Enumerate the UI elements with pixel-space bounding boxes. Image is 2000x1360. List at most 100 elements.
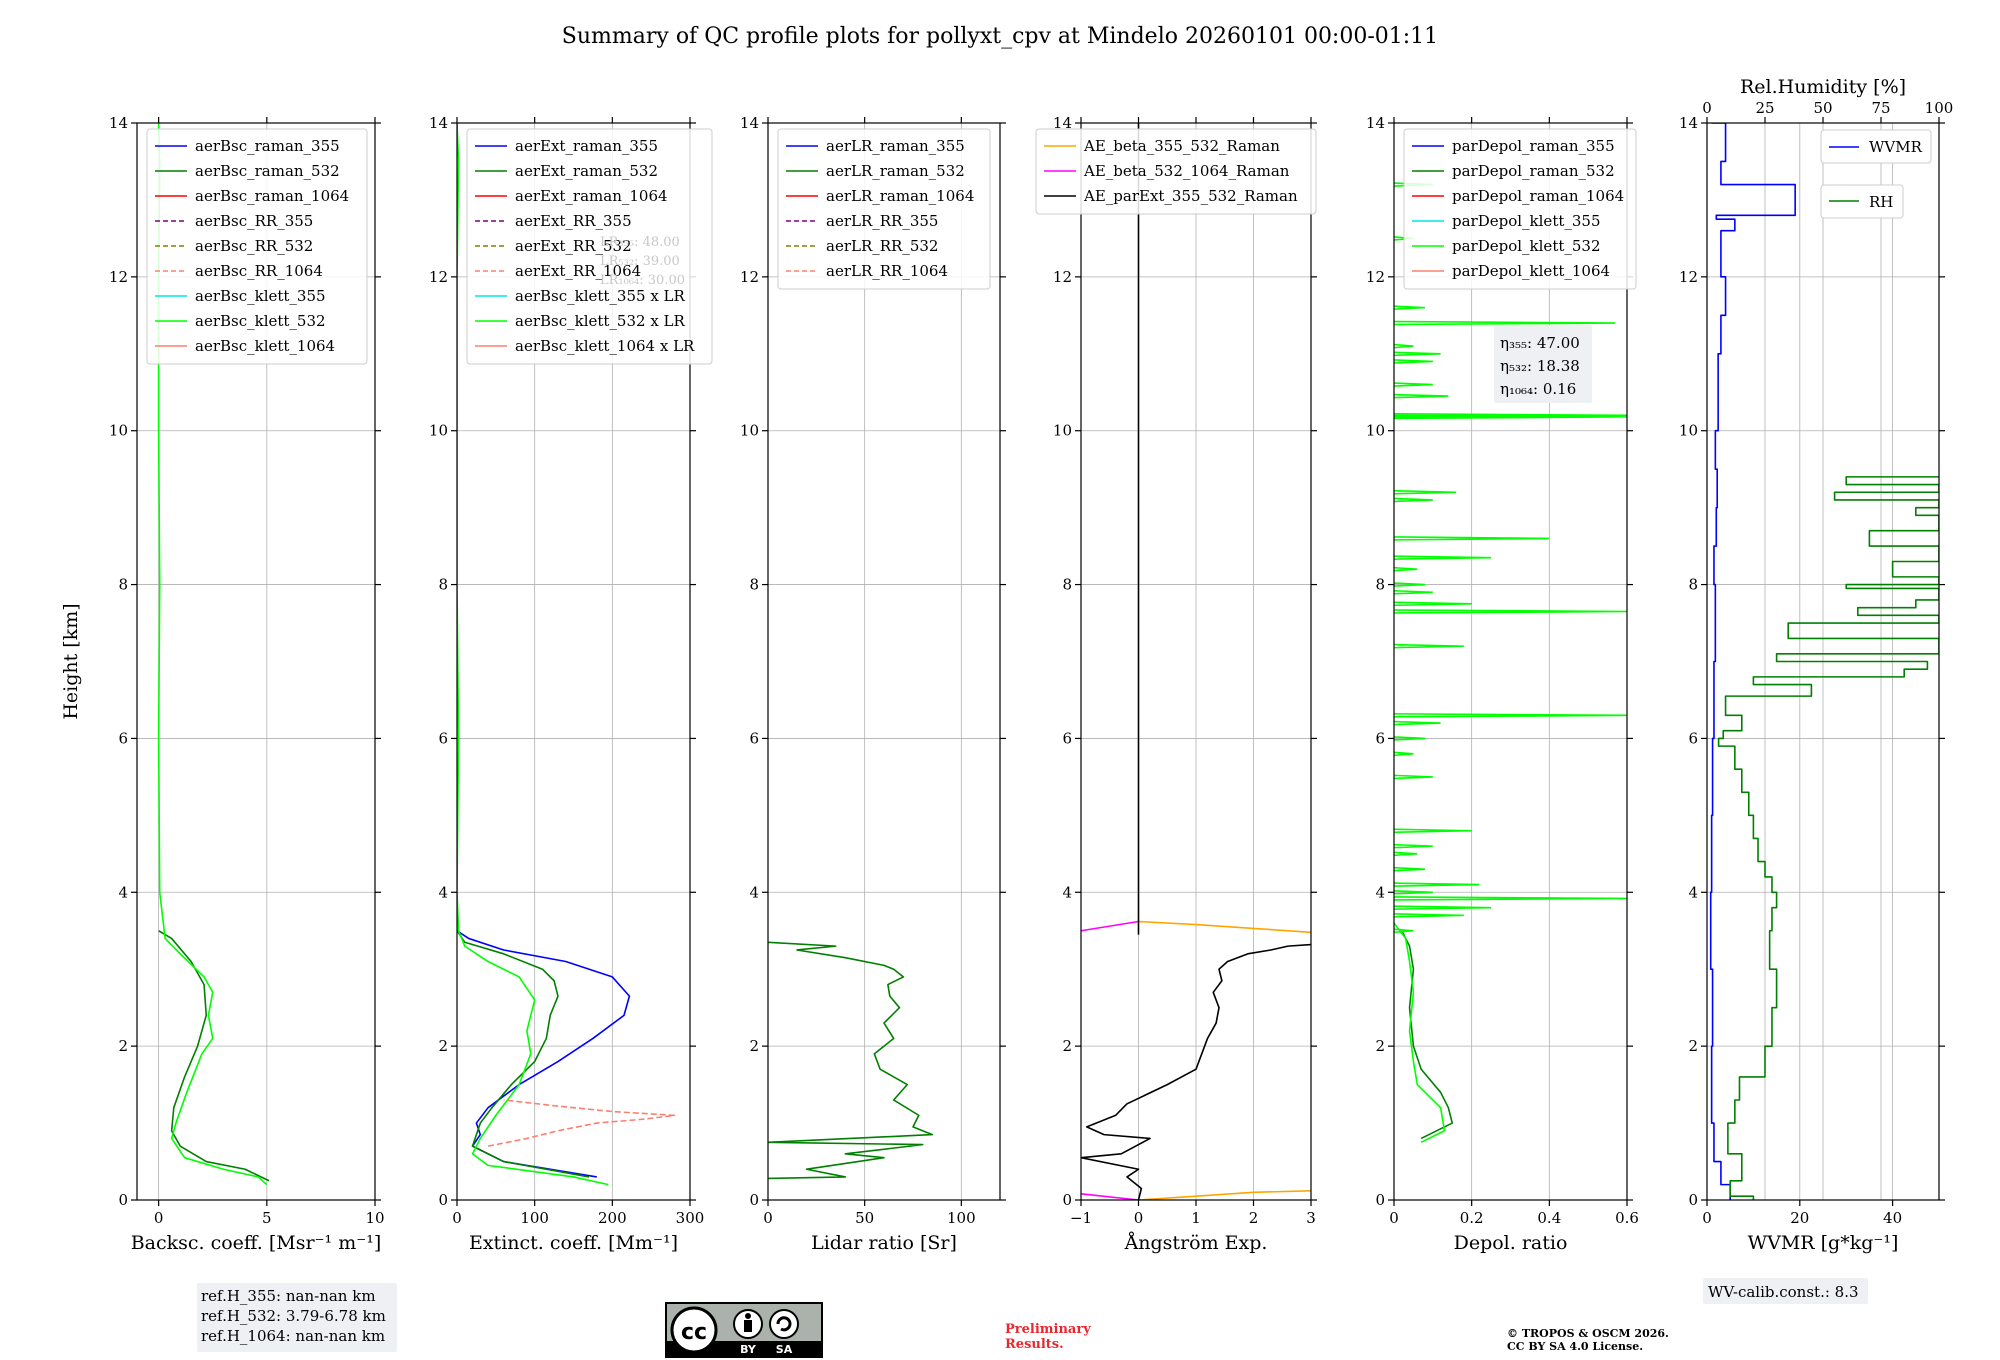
legend-label: parDepol_raman_532 (1452, 162, 1615, 180)
cc-by-label: BY (740, 1343, 757, 1356)
y-tick-label: 6 (118, 729, 128, 747)
legend-label: parDepol_klett_532 (1452, 237, 1601, 255)
y-tick-label: 10 (740, 422, 759, 440)
x-tick-label: 2 (1249, 1209, 1259, 1227)
x-tick-label: 0 (1134, 1209, 1144, 1227)
spike-parDepol_klett_532_spikes (1394, 320, 1616, 326)
spike-parDepol_klett_532_spikes (1394, 896, 1627, 901)
preliminary-line2: Results. (1005, 1337, 1064, 1352)
y-tick-label: 10 (1366, 422, 1385, 440)
y-tick-label: 2 (1375, 1037, 1385, 1055)
legend-label: aerLR_raman_532 (826, 162, 965, 180)
x-tick-label: 100 (520, 1209, 549, 1227)
legend-label: aerLR_raman_1064 (826, 187, 974, 205)
spike-parDepol_klett_532_spikes (1394, 643, 1464, 649)
legend-box (1403, 128, 1637, 290)
top-x-tick-label: 25 (1755, 99, 1774, 117)
series-AE_beta_355_532_Raman (1138, 920, 1311, 934)
y-tick-label: 14 (429, 114, 448, 132)
x-tick-label: 50 (855, 1209, 874, 1227)
legend-label: AE_beta_355_532_Raman (1083, 137, 1280, 155)
x-tick-label: −1 (1070, 1209, 1092, 1227)
spike-parDepol_klett_532_spikes (1394, 720, 1441, 726)
legend-label: aerLR_RR_532 (826, 237, 938, 255)
x-tick-label: 0.2 (1460, 1209, 1484, 1227)
series-parDepol_raman_532 (1401, 930, 1454, 1140)
legend-label: parDepol_raman_355 (1452, 137, 1615, 155)
y-tick-label: 12 (1679, 268, 1698, 286)
refh-box: ref.H_355: nan-nan km ref.H_532: 3.79-6.… (197, 1283, 397, 1352)
legend-label: WVMR (1869, 138, 1923, 156)
top-x-tick-label: 75 (1871, 99, 1890, 117)
y-tick-label: 8 (749, 576, 759, 594)
y-tick-label: 6 (438, 729, 448, 747)
panel-dep: 0 0.2 0.4 0.6 0 2 4 6 8 10 12 14 Depol. ratio parDepo… (1366, 114, 1639, 1254)
legend-label: aerBsc_RR_532 (195, 237, 313, 255)
wv-calib-box: WV-calib.const.: 8.3 (1703, 1278, 1868, 1304)
x-axis-label: Backsc. coeff. [Msr⁻¹ m⁻¹] (131, 1232, 382, 1254)
refh-355: ref.H_355: nan-nan km (201, 1287, 376, 1305)
legend-label: AE_parExt_355_532_Raman (1083, 187, 1298, 205)
x-tick-label: 0.4 (1537, 1209, 1561, 1227)
y-tick-label: 12 (740, 268, 759, 286)
spike-parDepol_klett_532_spikes (1394, 928, 1414, 934)
svg-text:cc: cc (681, 1320, 707, 1345)
spike-parDepol_klett_532_spikes (1394, 913, 1464, 918)
eta-bg (1494, 325, 1592, 403)
y-tick-label: 10 (429, 422, 448, 440)
legend-label: aerBsc_klett_532 (195, 312, 326, 330)
series-WVMR (1709, 123, 1796, 1200)
spike-parDepol_klett_532_spikes (1394, 882, 1480, 887)
x-tick-label: 0 (763, 1209, 773, 1227)
y-axis-label: Height [km] (60, 603, 82, 719)
legend-label: parDepol_klett_1064 (1452, 262, 1610, 280)
series-aerExt_raman_532 (457, 930, 590, 1178)
legend-label: aerBsc_klett_1064 x LR (515, 337, 695, 355)
series-parDepol_klett_532 (1394, 922, 1446, 1144)
lr-label: LR₃₅₅: 48.00 (600, 235, 680, 250)
y-tick-label: 12 (1053, 268, 1072, 286)
y-tick-label: 8 (118, 576, 128, 594)
copyright-line2: CC BY SA 4.0 License. (1507, 1340, 1643, 1353)
y-tick-label: 8 (1375, 576, 1385, 594)
y-tick-label: 4 (1688, 883, 1698, 901)
cc-sa-label: SA (776, 1343, 793, 1356)
legend-label: AE_beta_532_1064_Raman (1083, 162, 1290, 180)
spike-parDepol_klett_532_spikes (1394, 393, 1449, 399)
spike-parDepol_klett_532_spikes (1394, 843, 1433, 849)
legend-label: RH (1869, 193, 1893, 211)
y-tick-label: 2 (1062, 1037, 1072, 1055)
axes-frame (1393, 122, 1628, 1201)
y-tick-label: 12 (1366, 268, 1385, 286)
y-tick-label: 10 (1679, 422, 1698, 440)
y-tick-label: 8 (1062, 576, 1072, 594)
lr-label: LR₅₃₂: 39.00 (600, 254, 680, 269)
x-tick-label: 300 (676, 1209, 705, 1227)
legend-rh: RH (1820, 184, 1904, 219)
legend-label: aerExt_raman_1064 (515, 187, 668, 205)
eta-label: η₃₅₅: 47.00 (1500, 334, 1580, 352)
legend-box (1035, 128, 1317, 215)
legend: aerExt_raman_355 aerExt_raman_532 aerExt_r… (466, 128, 713, 365)
spike-parDepol_klett_532_spikes (1394, 497, 1433, 503)
legend-label: aerBsc_raman_1064 (195, 187, 349, 205)
lr-label: LR₁₀₆₄: 30.00 (600, 273, 685, 288)
axes-frame (767, 122, 1001, 1201)
y-tick-label: 2 (1688, 1037, 1698, 1055)
x-tick-label: 0 (1702, 1209, 1712, 1227)
y-tick-label: 0 (1375, 1191, 1385, 1209)
spike-parDepol_klett_532_spikes (1394, 536, 1550, 541)
series-aerBsc_raman_532 (158, 930, 270, 1182)
spike-parDepol_klett_532_spikes (1394, 566, 1418, 572)
axes-frame (456, 122, 691, 1201)
legend-label: parDepol_klett_355 (1452, 212, 1601, 230)
legend-label: aerLR_raman_355 (826, 137, 965, 155)
legend-box (146, 128, 368, 365)
legend-label: aerLR_RR_355 (826, 212, 938, 230)
y-tick-label: 0 (749, 1191, 759, 1209)
legend-wvmr: WVMR (1820, 129, 1932, 164)
spike-parDepol_klett_532_spikes (1394, 866, 1426, 872)
